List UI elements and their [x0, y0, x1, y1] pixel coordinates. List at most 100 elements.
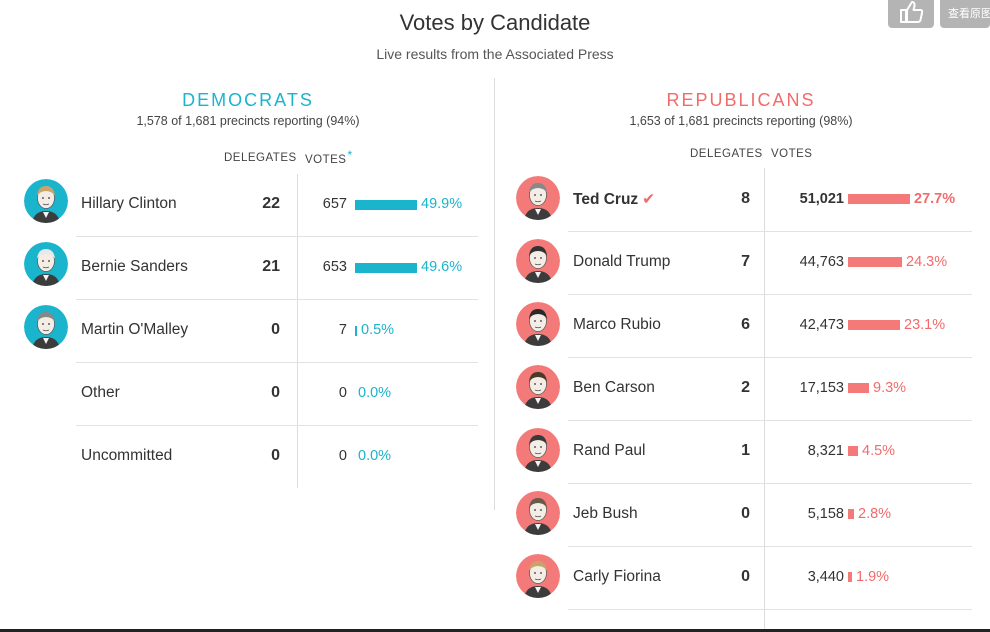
- candidate-avatar: [516, 176, 560, 220]
- vote-share-bar: [848, 509, 854, 519]
- candidate-name: Jeb Bush: [573, 505, 638, 522]
- candidate-row: Jeb Bush 0 5,158 2.8%: [516, 484, 972, 547]
- candidate-delegates: 0: [741, 505, 750, 522]
- candidate-delegates: 22: [262, 195, 280, 212]
- row-divider: [568, 294, 972, 295]
- winner-check-icon: ✔: [642, 191, 656, 208]
- candidate-name-wrap: Rand Paul: [573, 442, 645, 460]
- candidate-name: Uncommitted: [81, 447, 173, 464]
- republicans-reporting: 1,653 of 1,681 precincts reporting (98%): [629, 114, 853, 128]
- republicans-column-divider: [764, 168, 765, 632]
- vote-share-bar: [848, 383, 869, 393]
- republicans-votes-header: VOTES: [771, 148, 813, 160]
- top-widgets: 查看原图: [888, 0, 990, 28]
- candidate-name-wrap: Marco Rubio: [573, 316, 661, 334]
- democrats-votes-header-label: VOTES: [305, 154, 347, 166]
- candidate-delegates: 0: [741, 568, 750, 585]
- candidate-avatar: [516, 491, 560, 535]
- candidate-name: Martin O'Malley: [81, 321, 189, 338]
- row-divider: [568, 231, 972, 232]
- candidate-delegates: 0: [271, 321, 280, 338]
- candidate-percent: 27.7%: [914, 191, 956, 207]
- vote-share-bar: [355, 200, 417, 210]
- candidate-delegates: 7: [741, 253, 750, 270]
- vote-share-bar: [848, 320, 900, 330]
- candidate-avatar: [516, 428, 560, 472]
- vote-share-bar: [355, 326, 357, 336]
- candidate-name: Other: [81, 384, 120, 401]
- candidate-name: Rand Paul: [573, 442, 646, 459]
- candidate-row: Ted Cruz ✔ 8 51,021 27.7%: [516, 169, 972, 232]
- candidate-votes: 657: [322, 196, 347, 212]
- republicans-heading: REPUBLICANS: [666, 90, 816, 110]
- vote-share-bar: [848, 572, 852, 582]
- candidate-percent: 4.5%: [862, 443, 896, 459]
- candidate-name: Donald Trump: [573, 253, 671, 270]
- candidate-name-wrap: Ben Carson: [573, 379, 655, 397]
- democrats-heading: DEMOCRATS: [182, 90, 314, 110]
- row-divider: [568, 483, 972, 484]
- candidate-votes: 17,153: [799, 380, 844, 396]
- candidate-votes: 51,021: [799, 191, 844, 207]
- like-button[interactable]: [888, 0, 934, 28]
- republicans-delegates-header: DELEGATES: [690, 148, 763, 160]
- candidate-delegates: 1: [741, 442, 750, 459]
- page-title: Votes by Candidate: [399, 10, 591, 35]
- party-divider: [494, 78, 495, 510]
- candidate-delegates: 21: [262, 258, 280, 275]
- candidate-name: Ted Cruz: [573, 191, 639, 208]
- votes-footnote-mark: *: [347, 148, 353, 162]
- candidate-name: Ben Carson: [573, 379, 655, 396]
- candidate-delegates: 8: [741, 190, 750, 207]
- democrats-votes-header: VOTES*: [305, 148, 353, 166]
- row-divider: [568, 420, 972, 421]
- vote-share-bar: [848, 257, 902, 267]
- row-divider: [568, 357, 972, 358]
- candidate-row: Other 0 0 0.0%: [24, 363, 478, 426]
- candidate-percent: 49.9%: [421, 196, 463, 212]
- row-divider: [76, 299, 478, 300]
- candidate-percent: 1.9%: [856, 569, 890, 585]
- candidate-votes: 7: [338, 322, 347, 338]
- candidate-votes: 653: [322, 259, 347, 275]
- page-subtitle: Live results from the Associated Press: [376, 46, 614, 62]
- candidate-avatar: [24, 179, 68, 223]
- candidate-row: Donald Trump 7 44,763 24.3%: [516, 232, 972, 295]
- candidate-votes: 0: [338, 448, 347, 464]
- candidate-name: Marco Rubio: [573, 316, 661, 333]
- candidate-votes: 42,473: [799, 317, 844, 333]
- candidate-percent: 2.8%: [858, 506, 892, 522]
- candidate-percent: 0.5%: [361, 322, 395, 338]
- candidate-name-wrap: Jeb Bush: [573, 505, 638, 523]
- candidate-votes: 44,763: [799, 254, 844, 270]
- view-original-button[interactable]: 查看原图: [940, 0, 990, 28]
- row-divider: [76, 362, 478, 363]
- candidate-delegates: 6: [741, 316, 750, 333]
- candidate-row: Rand Paul 1 8,321 4.5%: [516, 421, 972, 484]
- candidate-name-wrap: Carly Fiorina: [573, 568, 661, 586]
- candidate-name: Hillary Clinton: [81, 195, 177, 212]
- candidate-row: Hillary Clinton 22 657 49.9%: [24, 174, 478, 237]
- vote-share-bar: [355, 263, 417, 273]
- candidate-name-wrap: Ted Cruz ✔: [573, 190, 655, 209]
- candidate-row: Ben Carson 2 17,153 9.3%: [516, 358, 972, 421]
- vote-share-bar: [848, 194, 910, 204]
- candidate-avatar: [24, 242, 68, 286]
- candidate-avatar: [516, 239, 560, 283]
- row-divider: [76, 425, 478, 426]
- candidate-avatar: [516, 365, 560, 409]
- candidate-votes: 0: [338, 385, 347, 401]
- candidate-name: Bernie Sanders: [81, 258, 188, 275]
- candidate-percent: 49.6%: [421, 259, 463, 275]
- vote-share-bar: [848, 446, 858, 456]
- row-divider: [568, 546, 972, 547]
- candidate-delegates: 0: [271, 384, 280, 401]
- candidate-percent: 9.3%: [873, 380, 907, 396]
- candidate-row: Bernie Sanders 21 653 49.6%: [24, 237, 478, 300]
- democrats-column-divider: [297, 174, 298, 488]
- candidate-percent: 23.1%: [904, 317, 946, 333]
- candidate-votes: 8,321: [807, 443, 844, 459]
- bottom-rule: [0, 629, 990, 632]
- candidate-percent: 0.0%: [358, 385, 392, 401]
- candidate-avatar: [516, 302, 560, 346]
